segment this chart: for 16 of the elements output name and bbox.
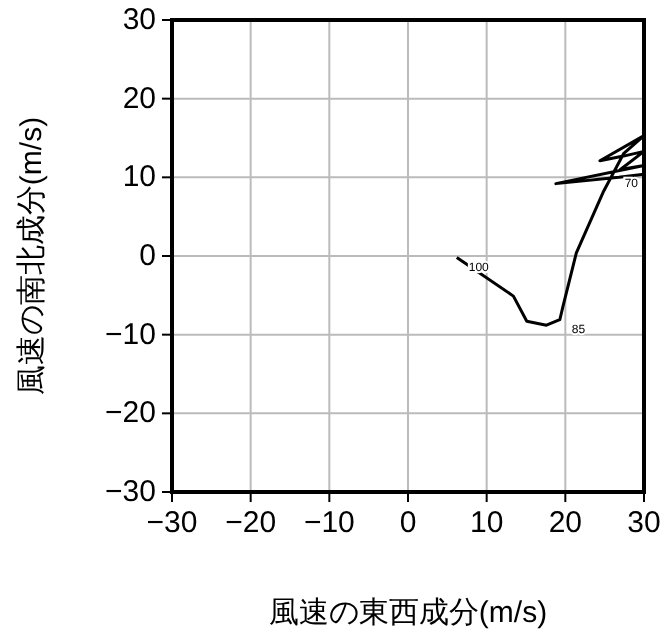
x-tick-label: 0 — [399, 506, 417, 540]
x-tick-label: −30 — [146, 506, 198, 540]
y-tick-label: 0 — [139, 239, 156, 273]
x-tick-label: 30 — [627, 506, 661, 540]
y-tick-label: 30 — [122, 3, 156, 37]
y-tick-label: −30 — [105, 475, 156, 509]
y-tick-label: 10 — [122, 160, 156, 195]
y-tick-label: 20 — [122, 81, 156, 116]
x-tick-label: 20 — [548, 506, 583, 540]
y-axis-title: 風速の南北成分(m/s) — [15, 116, 49, 396]
x-tick-label: −20 — [225, 506, 277, 540]
x-axis-title: 風速の東西成分(m/s) — [268, 596, 548, 630]
x-tick-label: −10 — [303, 506, 355, 540]
y-tick-label: −20 — [105, 396, 156, 431]
x-tick-label: 10 — [469, 506, 504, 540]
y-tick-label: −10 — [105, 317, 156, 352]
